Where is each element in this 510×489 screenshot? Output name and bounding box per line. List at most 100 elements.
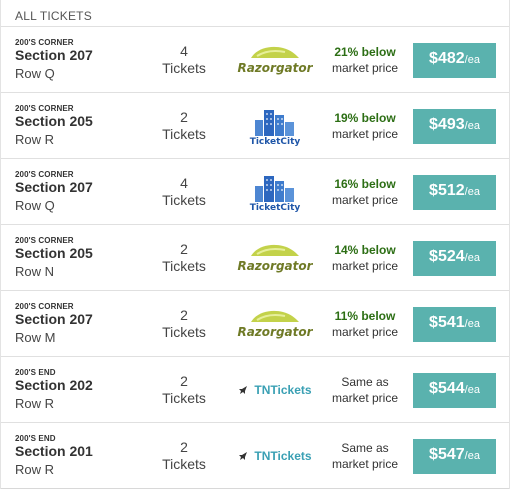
- row-label: Row R: [15, 396, 55, 411]
- vendor-logo: TNTickets: [233, 435, 317, 477]
- savings-info: 16% below market price: [323, 176, 407, 208]
- price-suffix: /ea: [464, 384, 480, 396]
- price-button[interactable]: $512/ea: [413, 175, 496, 210]
- row-label: Row R: [15, 462, 55, 477]
- vendor-logo: TicketCity: [233, 171, 317, 213]
- vendor-name: Razorgator: [237, 61, 313, 75]
- ticket-quantity: 2 Tickets: [149, 241, 219, 275]
- savings-info: Same as market price: [323, 374, 407, 406]
- savings-percent: 11% below: [334, 309, 396, 323]
- listings-list: 200'S CORNER Section 207 Row Q 4 Tickets…: [1, 27, 509, 489]
- ticket-quantity: 2 Tickets: [149, 109, 219, 143]
- listing-row[interactable]: 200'S END Section 201 Row R 2 Tickets TN…: [1, 423, 509, 489]
- quantity-number: 2: [180, 373, 188, 389]
- zone-label: 200'S END: [15, 434, 56, 443]
- savings-info: 19% below market price: [323, 110, 407, 142]
- listing-row[interactable]: 200'S CORNER Section 205 Row N 2 Tickets…: [1, 225, 509, 291]
- price-amount: $541: [429, 314, 465, 331]
- zone-label: 200'S CORNER: [15, 302, 74, 311]
- ticket-quantity: 2 Tickets: [149, 373, 219, 407]
- quantity-label: Tickets: [162, 390, 206, 406]
- savings-percent: 16% below: [334, 177, 396, 191]
- ticketcity-logo-icon: TicketCity: [250, 110, 301, 146]
- quantity-label: Tickets: [162, 324, 206, 340]
- price-amount: $482: [429, 50, 465, 67]
- price-suffix: /ea: [464, 54, 480, 66]
- price-button[interactable]: $493/ea: [413, 109, 496, 144]
- ticketcity-logo-icon: TicketCity: [250, 176, 300, 212]
- vendor-logo: TicketCity: [233, 105, 317, 147]
- vendor-logo: TNTickets: [233, 369, 317, 411]
- savings-suffix: market price: [331, 61, 399, 75]
- row-label: Row N: [15, 264, 55, 279]
- vendor-name: TicketCity: [250, 137, 301, 146]
- row-label: Row Q: [15, 66, 55, 81]
- savings-suffix: market price: [331, 259, 399, 273]
- listing-row[interactable]: 200'S CORNER Section 207 Row Q 4 Tickets…: [1, 159, 509, 225]
- price-suffix: /ea: [464, 252, 480, 264]
- savings-percent: 21% below: [334, 45, 396, 59]
- price-suffix: /ea: [464, 318, 480, 330]
- savings-suffix: market price: [331, 325, 399, 339]
- listing-row[interactable]: 200'S END Section 202 Row R 2 Tickets TN…: [1, 357, 509, 423]
- razorgator-logo-icon: Razorgator: [237, 244, 313, 273]
- vendor-name: Razorgator: [237, 259, 313, 273]
- vendor-logo: Razorgator: [233, 39, 317, 81]
- ticket-quantity: 4 Tickets: [149, 43, 219, 77]
- listing-row[interactable]: 200'S CORNER Section 207 Row Q 4 Tickets…: [1, 27, 509, 93]
- quantity-number: 2: [180, 109, 188, 125]
- ticket-quantity: 2 Tickets: [149, 439, 219, 473]
- savings-info: 14% below market price: [323, 242, 407, 274]
- quantity-label: Tickets: [162, 60, 206, 76]
- section-label: Section 207: [15, 311, 93, 327]
- price-amount: $493: [429, 116, 465, 133]
- zone-label: 200'S CORNER: [15, 104, 74, 113]
- price-button[interactable]: $482/ea: [413, 43, 496, 78]
- listing-row[interactable]: 200'S CORNER Section 205 Row R 2 Tickets…: [1, 93, 509, 159]
- section-label: Section 205: [15, 113, 93, 129]
- ticket-quantity: 4 Tickets: [149, 175, 219, 209]
- savings-percent: Same as: [341, 375, 389, 389]
- listings-header: ALL TICKETS: [1, 0, 509, 27]
- rocket-icon: [239, 386, 248, 394]
- section-label: Section 202: [15, 377, 93, 393]
- quantity-label: Tickets: [162, 126, 206, 142]
- price-button[interactable]: $541/ea: [413, 307, 496, 342]
- razorgator-logo-icon: Razorgator: [237, 310, 313, 339]
- quantity-number: 2: [180, 439, 188, 455]
- quantity-label: Tickets: [162, 258, 206, 274]
- section-label: Section 205: [15, 245, 93, 261]
- vendor-logo: Razorgator: [233, 303, 317, 345]
- vendor-logo: Razorgator: [233, 237, 317, 279]
- ticket-quantity: 2 Tickets: [149, 307, 219, 341]
- razorgator-logo-icon: Razorgator: [237, 46, 313, 75]
- price-amount: $512: [429, 182, 465, 199]
- price-button[interactable]: $544/ea: [413, 373, 496, 408]
- zone-label: 200'S CORNER: [15, 38, 74, 47]
- price-amount: $547: [429, 446, 465, 463]
- row-label: Row Q: [15, 198, 55, 213]
- price-button[interactable]: $547/ea: [413, 439, 496, 474]
- listing-row[interactable]: 200'S CORNER Section 207 Row M 2 Tickets…: [1, 291, 509, 357]
- tntickets-logo: TNTickets: [238, 383, 312, 397]
- zone-label: 200'S CORNER: [15, 236, 74, 245]
- price-suffix: /ea: [464, 450, 480, 462]
- tntickets-logo: TNTickets: [238, 449, 312, 463]
- section-label: Section 207: [15, 47, 93, 63]
- savings-suffix: market price: [331, 193, 399, 207]
- vendor-name: TNTickets: [254, 383, 312, 397]
- savings-percent: 14% below: [334, 243, 396, 257]
- savings-info: 21% below market price: [323, 44, 407, 76]
- quantity-number: 2: [180, 307, 188, 323]
- rocket-icon: [239, 452, 248, 460]
- row-label: Row M: [15, 330, 56, 345]
- quantity-label: Tickets: [162, 192, 206, 208]
- price-button[interactable]: $524/ea: [413, 241, 496, 276]
- quantity-number: 2: [180, 241, 188, 257]
- quantity-label: Tickets: [162, 456, 206, 472]
- savings-suffix: market price: [331, 127, 399, 141]
- section-label: Section 207: [15, 179, 93, 195]
- savings-suffix: market price: [331, 457, 399, 471]
- quantity-number: 4: [180, 43, 188, 59]
- price-suffix: /ea: [464, 120, 480, 132]
